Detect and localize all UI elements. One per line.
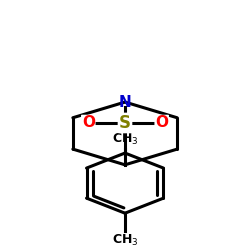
Text: O: O (82, 116, 95, 130)
Text: N: N (119, 94, 132, 110)
Text: CH$_3$: CH$_3$ (112, 233, 138, 248)
Text: S: S (119, 114, 131, 132)
Text: O: O (155, 116, 168, 130)
Text: CH$_3$: CH$_3$ (112, 132, 138, 147)
